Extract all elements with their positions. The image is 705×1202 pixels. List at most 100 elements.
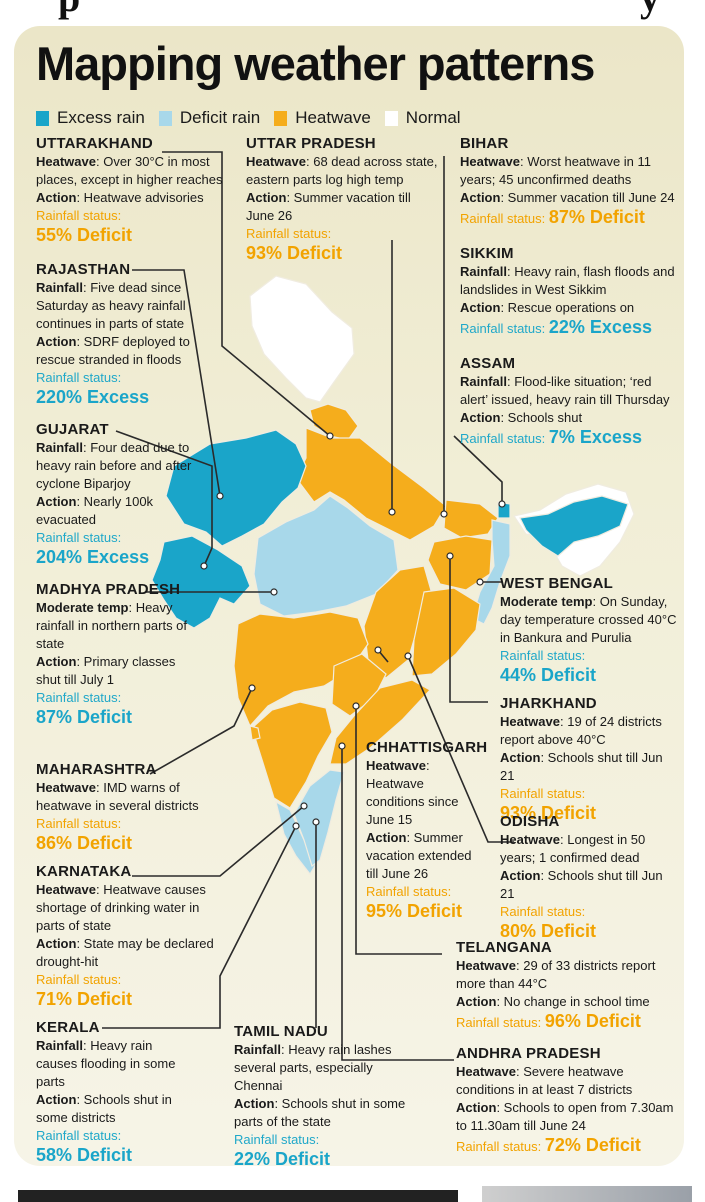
state-name: TELANGANA — [456, 939, 552, 956]
state-detail: Moderate temp: Heavy rainfall in norther… — [36, 600, 188, 651]
leader-line-odisha — [407, 655, 514, 843]
state-name: KERALA — [36, 1019, 100, 1036]
region-north-normal — [249, 275, 355, 403]
rainfall-status-label: Rainfall status: — [36, 816, 122, 831]
rainfall-status-row: Rainfall status: 72% Deficit — [456, 1135, 678, 1156]
state-action: Action: SDRF deployed to rescue stranded… — [36, 334, 190, 367]
state-detail: Rainfall: Four dead due to heavy rain be… — [36, 440, 192, 491]
state-action: Action: Heatwave advisories — [36, 190, 204, 205]
rainfall-status-label: Rainfall status: — [500, 786, 586, 801]
rainfall-status-value: 7% Excess — [548, 427, 642, 447]
rainfall-status-label: Rainfall status: — [246, 226, 332, 241]
rainfall-status-value: 44% Deficit — [500, 665, 597, 685]
rainfall-status-value: 71% Deficit — [36, 989, 133, 1009]
rainfall-status-label: Rainfall status: — [36, 530, 122, 545]
india-map — [102, 151, 635, 1061]
region-uttarakhand — [309, 403, 359, 441]
rainfall-status-value: 55% Deficit — [36, 225, 133, 245]
rainfall-status-label: Rainfall status: — [36, 972, 122, 987]
rainfall-status-row: Rainfall status: 96% Deficit — [456, 1011, 678, 1032]
legend-item-excess: Excess rain — [36, 108, 145, 128]
state-name: MAHARASHTRA — [36, 761, 157, 778]
region-madhya-pradesh — [253, 495, 399, 617]
rainfall-status-label: Rainfall status: — [460, 321, 546, 336]
state-block-assam: ASSAM Rainfall: Flood-like situation; ‘r… — [460, 354, 678, 448]
rainfall-status-row: Rainfall status: 7% Excess — [460, 427, 678, 448]
state-block-odisha: ODISHA Heatwave: Longest in 50 years; 1 … — [500, 812, 678, 942]
rainfall-status-value: 87% Deficit — [36, 707, 133, 727]
legend-label: Heatwave — [295, 108, 371, 127]
state-name: ODISHA — [500, 813, 560, 830]
region-west-bengal — [471, 519, 511, 625]
leader-line-andhra-pradesh — [341, 746, 454, 1061]
state-name: WEST BENGAL — [500, 575, 614, 592]
region-karnataka — [251, 701, 333, 809]
leader-line-maharashtra — [149, 687, 253, 775]
state-action: Action: Summer vacation extended till Ju… — [366, 830, 472, 881]
state-name: GUJARAT — [36, 421, 109, 438]
state-block-kerala: KERALA Rainfall: Heavy rain causes flood… — [36, 1018, 196, 1166]
state-block-chhattisgarh: CHHATTISGARH Heatwave: Heatwave conditio… — [366, 738, 488, 922]
state-name: MADHYA PRADESH — [36, 581, 181, 598]
state-detail: Heatwave: 29 of 33 districts report more… — [456, 958, 656, 991]
leader-line-rajasthan — [132, 269, 221, 497]
rainfall-status-value: 93% Deficit — [246, 243, 343, 263]
rainfall-status-value: 220% Excess — [36, 387, 150, 407]
state-block-andhra-pradesh: ANDHRA PRADESH Heatwave: Severe heatwave… — [456, 1044, 678, 1156]
legend-item-deficit: Deficit rain — [158, 108, 260, 128]
page-title: Mapping weather patterns — [36, 37, 595, 90]
state-name: CHHATTISGARH — [366, 739, 488, 756]
state-action: Action: Schools shut till Jun 21 — [500, 750, 663, 783]
state-detail: Heatwave: IMD warns of heatwave in sever… — [36, 780, 199, 813]
region-rajasthan — [165, 429, 307, 547]
watermark-logo — [482, 1186, 692, 1202]
state-detail: Heatwave: Heatwave conditions since June… — [366, 758, 459, 827]
rainfall-status-label: Rainfall status: — [366, 884, 452, 899]
rainfall-status-label: Rainfall status: — [500, 648, 586, 663]
rainfall-status-label: Rainfall status: — [460, 431, 546, 446]
state-detail: Heatwave: 19 of 24 districts report abov… — [500, 714, 662, 747]
legend-label: Excess rain — [57, 108, 145, 127]
rainfall-status-row: Rainfall status: 87% Deficit — [460, 207, 678, 228]
region-odisha — [411, 587, 481, 677]
state-block-telangana: TELANGANA Heatwave: 29 of 33 districts r… — [456, 938, 678, 1032]
rainfall-status-value: 72% Deficit — [544, 1135, 641, 1155]
region-bihar — [443, 499, 499, 539]
rainfall-status-label: Rainfall status: — [36, 1128, 122, 1143]
state-name: KARNATAKA — [36, 863, 132, 880]
rainfall-status-value: 58% Deficit — [36, 1145, 133, 1165]
state-name: UTTAR PRADESH — [246, 135, 376, 152]
rainfall-status-value: 96% Deficit — [544, 1011, 641, 1031]
leader-line-kerala — [102, 825, 297, 1029]
state-detail: Rainfall: Heavy rain lashes several part… — [234, 1042, 392, 1093]
rainfall-status-value: 204% Excess — [36, 547, 150, 567]
state-detail: Heatwave: 68 dead across state, eastern … — [246, 154, 438, 187]
rainfall-status-label: Rainfall status: — [36, 370, 122, 385]
region-tamil-nadu — [293, 769, 345, 867]
legend-item-heatwave: Heatwave — [274, 108, 371, 128]
state-block-west-bengal: WEST BENGAL Moderate temp: On Sunday, da… — [500, 574, 678, 686]
state-detail: Rainfall: Heavy rain causes flooding in … — [36, 1038, 176, 1089]
state-block-tamil-nadu: TAMIL NADU Rainfall: Heavy rain lashes s… — [234, 1022, 416, 1166]
state-block-jharkhand: JHARKHAND Heatwave: 19 of 24 districts r… — [500, 694, 678, 824]
state-block-maharashtra: MAHARASHTRA Heatwave: IMD warns of heatw… — [36, 760, 226, 854]
state-action: Action: Schools shut — [460, 410, 583, 425]
legend-label: Normal — [405, 108, 461, 127]
rainfall-status-label: Rainfall status: — [234, 1132, 320, 1147]
state-block-gujarat: GUJARAT Rainfall: Four dead due to heavy… — [36, 420, 206, 568]
state-block-uttar-pradesh: UTTAR PRADESH Heatwave: 68 dead across s… — [246, 134, 442, 264]
state-detail: Heatwave: Longest in 50 years; 1 confirm… — [500, 832, 646, 865]
cropped-headline-glyph: y — [640, 0, 660, 21]
rainfall-status-label: Rainfall status: — [456, 1015, 542, 1030]
legend-item-normal: Normal — [384, 108, 461, 128]
state-block-karnataka: KARNATAKA Heatwave: Heatwave causes shor… — [36, 862, 216, 1010]
cropped-footer-text — [18, 1190, 458, 1202]
leader-line-uttarakhand — [162, 151, 331, 437]
state-block-sikkim: SIKKIM Rainfall: Heavy rain, flash flood… — [460, 244, 678, 338]
rainfall-status-value: 95% Deficit — [366, 901, 463, 921]
rainfall-status-value: 80% Deficit — [500, 921, 597, 941]
map-legend: Excess rain Deficit rain Heatwave Normal — [36, 108, 475, 128]
state-name: JHARKHAND — [500, 695, 597, 712]
leader-line-karnataka — [132, 805, 305, 877]
state-action: Action: State may be declared drought-hi… — [36, 936, 214, 969]
